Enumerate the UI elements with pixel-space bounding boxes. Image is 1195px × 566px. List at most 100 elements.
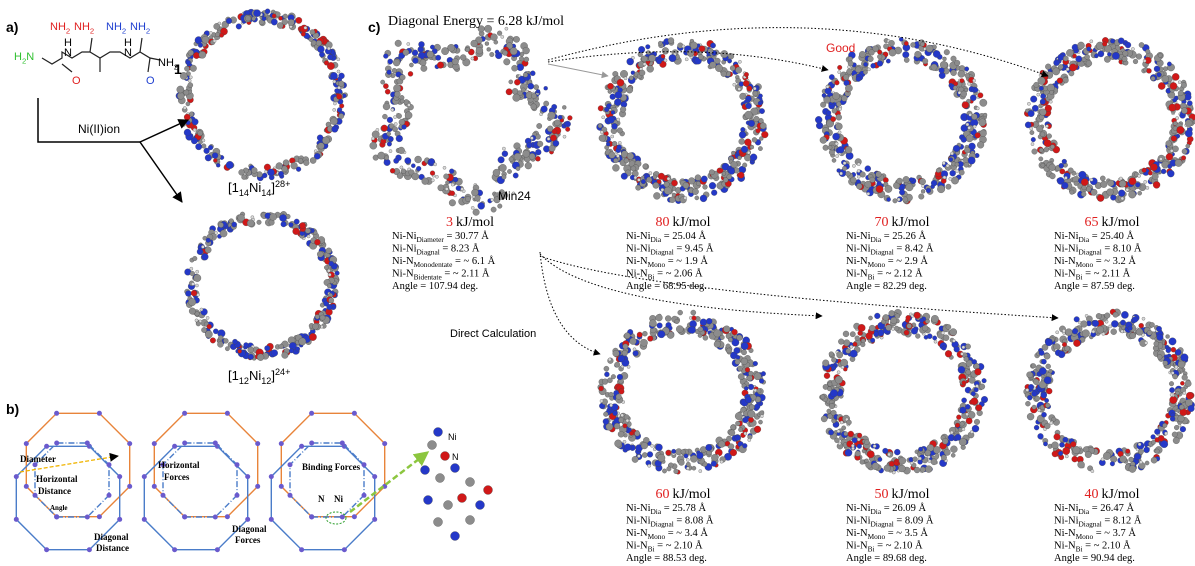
atom — [695, 175, 701, 181]
atom — [827, 409, 831, 413]
measurement: Ni-NiDiameter = 30.77 Å — [392, 230, 489, 244]
atom — [1181, 354, 1189, 362]
text-segment: = 8.08 Å — [674, 515, 714, 527]
measurement: Ni-NBi = ~ 2.11 Å — [1054, 268, 1131, 282]
atom — [925, 450, 931, 456]
atom — [498, 204, 503, 209]
atom — [951, 70, 957, 76]
atom — [835, 80, 840, 85]
atom — [941, 331, 944, 334]
measurement: Ni-NBi = ~ 2.12 Å — [846, 268, 923, 282]
atom — [925, 466, 932, 473]
atom — [1038, 77, 1046, 85]
energy-value: 40 — [1084, 487, 1098, 502]
atom — [1091, 189, 1097, 195]
atom — [968, 411, 975, 418]
atom — [889, 40, 895, 46]
diagram-label: Diameter — [20, 454, 56, 464]
atom — [741, 146, 748, 153]
atom — [852, 438, 857, 443]
atom — [328, 273, 331, 276]
node — [255, 441, 260, 446]
atom — [190, 267, 193, 270]
atom — [188, 83, 193, 88]
molecule-label: O — [146, 75, 155, 87]
atom — [859, 51, 865, 57]
atom — [503, 50, 508, 55]
atom — [822, 360, 829, 367]
atom — [219, 33, 223, 37]
atom — [565, 127, 570, 132]
node — [44, 547, 49, 552]
atom — [635, 431, 640, 436]
atom — [753, 91, 758, 96]
atom — [731, 161, 738, 168]
atom — [441, 452, 450, 461]
atom — [835, 376, 843, 384]
atom — [271, 19, 277, 25]
atom — [927, 334, 932, 339]
atom — [742, 163, 747, 168]
atom — [1044, 377, 1051, 384]
atom — [618, 356, 625, 363]
atom — [941, 455, 947, 461]
atom — [684, 454, 688, 458]
atom — [692, 189, 698, 195]
text-segment: N — [124, 47, 132, 59]
atom — [868, 56, 874, 62]
atom — [1065, 329, 1072, 336]
atom — [330, 118, 337, 125]
atom — [608, 116, 615, 123]
atom — [1086, 187, 1091, 192]
atom — [851, 444, 854, 447]
atom — [402, 125, 407, 130]
atom — [565, 121, 571, 127]
atom — [611, 374, 616, 379]
atom — [1090, 40, 1093, 43]
atom — [1151, 457, 1157, 463]
atom — [405, 112, 412, 119]
atom — [1039, 368, 1046, 375]
atom — [1182, 375, 1188, 381]
atom — [711, 454, 718, 461]
atom — [966, 413, 969, 416]
atom — [933, 446, 940, 453]
atom — [1097, 195, 1104, 202]
atom — [906, 315, 911, 320]
text-segment: Ni-Ni — [626, 516, 651, 527]
atom — [623, 440, 626, 443]
product-formula: [112Ni12]24+ — [228, 367, 290, 386]
atom — [333, 80, 336, 83]
node — [54, 411, 59, 416]
atom — [1045, 339, 1052, 346]
atom — [332, 126, 338, 132]
atom — [664, 187, 672, 195]
energy-unit: kJ/mol — [672, 487, 710, 502]
atom — [1043, 442, 1047, 446]
atom — [627, 58, 634, 65]
atom — [197, 249, 203, 255]
atom — [714, 341, 721, 348]
atom — [867, 451, 874, 458]
atom — [718, 441, 725, 448]
atom — [955, 423, 960, 428]
text-segment: NH — [130, 21, 146, 33]
atom — [383, 103, 390, 110]
atom — [837, 430, 840, 433]
atom — [1126, 449, 1131, 454]
text-segment: Ni-Ni — [392, 231, 417, 242]
atom — [922, 58, 928, 64]
atom — [213, 39, 216, 42]
diagram-label: Forces — [164, 472, 190, 482]
atom — [293, 228, 300, 235]
atom — [1058, 64, 1063, 69]
atom — [206, 238, 211, 243]
atom — [437, 62, 444, 69]
atom — [1178, 361, 1185, 368]
atom — [1041, 359, 1046, 364]
atom — [1059, 163, 1064, 168]
atom — [643, 63, 646, 66]
atom — [378, 152, 385, 159]
atom — [395, 40, 402, 47]
atom — [193, 128, 196, 131]
